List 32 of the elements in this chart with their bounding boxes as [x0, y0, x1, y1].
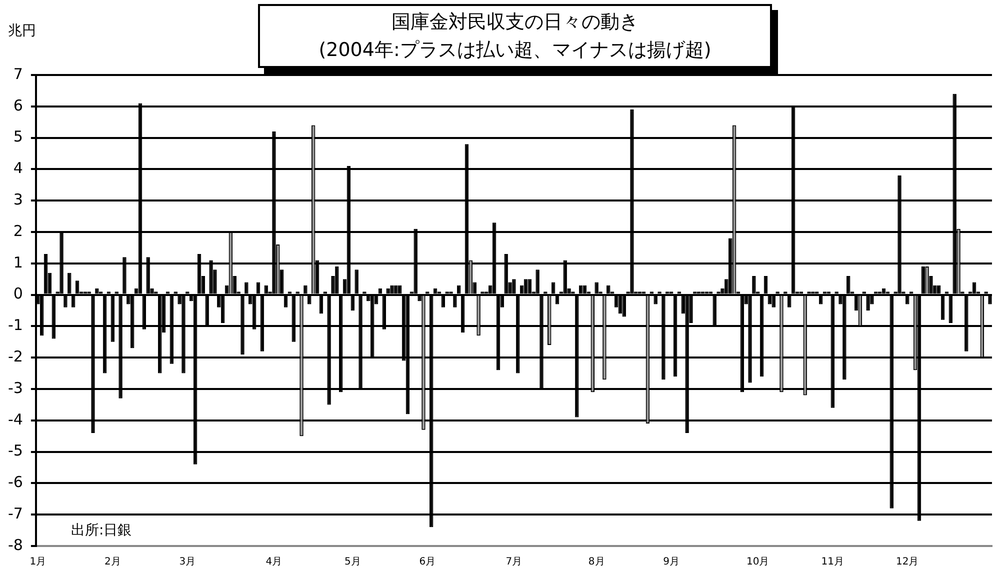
x-tick-label: 5月: [344, 556, 361, 568]
chart-title: 国庫金対民収支の日々の動き: [390, 10, 640, 35]
chart-subtitle: (2004年:プラスは払い超、マイナスは揚げ超): [318, 38, 712, 63]
y-tick-label: -7: [8, 504, 23, 522]
x-tick-label: 7月: [506, 556, 522, 568]
x-tick-label: 4月: [266, 556, 282, 568]
x-tick-label: 12月: [896, 556, 919, 568]
x-tick-label: 3月: [179, 556, 196, 568]
y-tick-label: -3: [8, 378, 23, 397]
y-tick-label: -2: [8, 347, 23, 366]
x-tick-label: 8月: [588, 556, 605, 568]
annotation: 出所:日銀: [70, 522, 132, 539]
y-tick-label: 4: [13, 159, 23, 178]
y-tick-label: -5: [8, 442, 23, 460]
x-tick-label: 1月: [30, 556, 46, 568]
y-tick-label: -8: [8, 536, 23, 554]
y-tick-label: 2: [13, 222, 23, 240]
x-tick-label: 6月: [419, 556, 436, 568]
x-tick-label: 2月: [104, 556, 121, 568]
y-tick-label: 0: [13, 284, 23, 303]
y-tick-label: 5: [13, 128, 23, 146]
y-tick-label: 7: [13, 64, 23, 83]
y-tick-label: 3: [13, 190, 23, 208]
x-tick-label: 11月: [821, 556, 844, 568]
y-tick-label: -4: [8, 410, 23, 428]
y-tick-label: -6: [8, 473, 23, 492]
x-tick-label: 9月: [663, 556, 680, 568]
y-axis-title: 兆円: [8, 22, 36, 40]
y-tick-label: 1: [13, 253, 23, 272]
y-tick-label: 6: [13, 96, 23, 114]
x-tick-label: 10月: [746, 556, 770, 568]
y-tick-label: -1: [8, 316, 23, 334]
